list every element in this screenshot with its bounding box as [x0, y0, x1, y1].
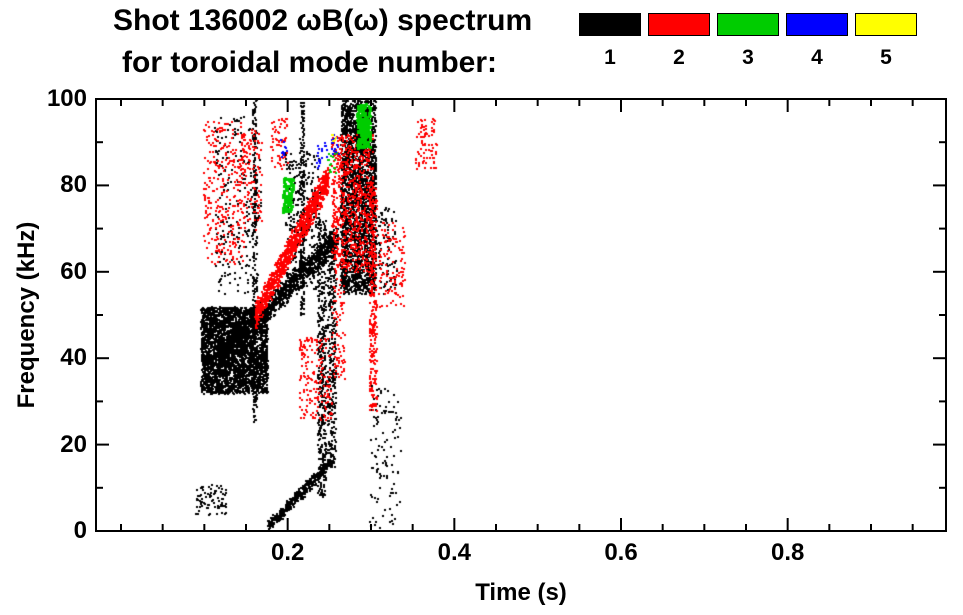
x-tick-label: 0.8 [770, 539, 805, 566]
y-tick-label: 80 [60, 171, 87, 199]
y-tick-label: 100 [46, 85, 87, 112]
legend: 1 2 3 4 5 [579, 13, 917, 70]
x-tick-label: 0.2 [270, 539, 305, 566]
legend-label-n5: 5 [880, 46, 892, 69]
y-tick-label: 20 [60, 430, 87, 458]
x-tick-label: 0.6 [604, 539, 638, 566]
y-tick-label: 60 [60, 257, 87, 285]
legend-swatch-n3 [717, 13, 779, 36]
legend-swatch-n5 [855, 13, 917, 36]
y-tick-label: 0 [73, 517, 87, 544]
x-axis-title: Time (s) [475, 579, 567, 606]
legend-label-n3: 3 [742, 46, 754, 69]
legend-item-n5: 5 [855, 13, 917, 70]
legend-label-n2: 2 [673, 46, 685, 69]
x-tick-label: 0.4 [437, 539, 472, 566]
legend-label-n1: 1 [604, 46, 616, 69]
legend-swatch-n2 [648, 13, 710, 36]
legend-item-n2: 2 [648, 13, 710, 70]
legend-item-n1: 1 [579, 13, 641, 70]
y-axis-title: Frequency (kHz) [13, 221, 40, 409]
y-tick-label: 40 [60, 344, 87, 372]
chart-title: Shot 136002 ωB(ω) spectrum [113, 4, 533, 37]
legend-item-n4: 4 [786, 13, 848, 70]
legend-item-n3: 3 [717, 13, 779, 70]
chart-subtitle: for toroidal mode number: [122, 46, 497, 79]
legend-swatch-n4 [786, 13, 848, 36]
legend-label-n4: 4 [811, 46, 823, 69]
plot-canvas [96, 99, 946, 531]
legend-swatch-n1 [579, 13, 641, 36]
